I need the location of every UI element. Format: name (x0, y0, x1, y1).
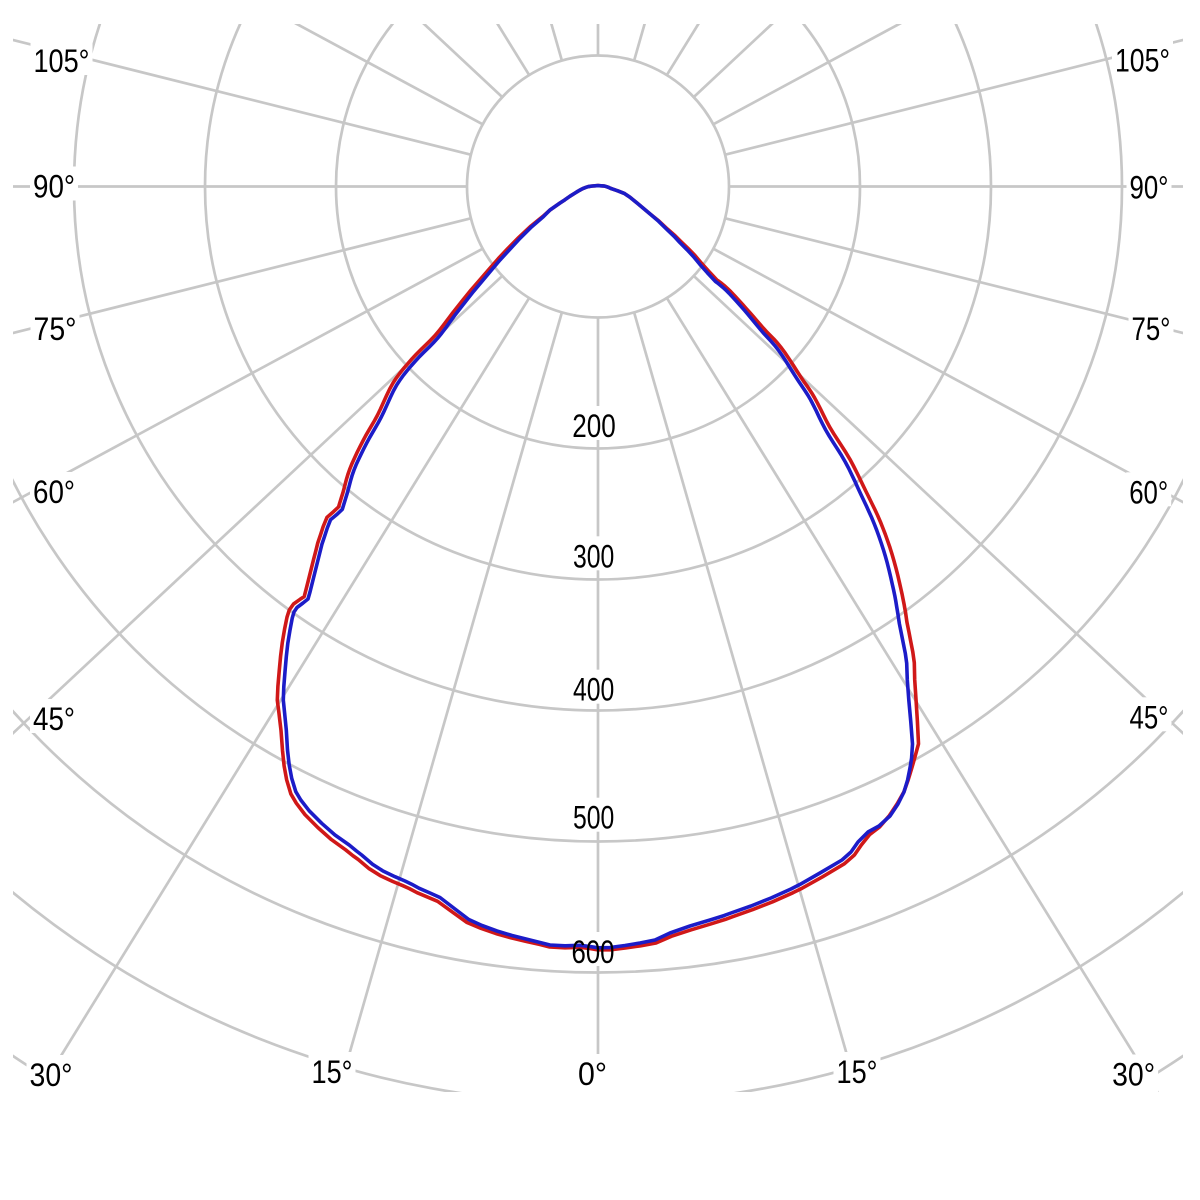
svg-text:45°: 45° (33, 701, 75, 737)
svg-text:105°: 105° (1115, 43, 1170, 79)
svg-text:60°: 60° (33, 474, 75, 510)
svg-text:90°: 90° (1130, 169, 1169, 205)
svg-text:30°: 30° (1112, 1057, 1155, 1093)
svg-text:75°: 75° (34, 311, 77, 347)
svg-text:15°: 15° (312, 1054, 353, 1090)
svg-text:300: 300 (573, 538, 614, 574)
svg-text:500: 500 (573, 800, 614, 836)
svg-text:75°: 75° (1132, 311, 1171, 347)
svg-text:60°: 60° (1129, 474, 1168, 510)
svg-text:400: 400 (573, 672, 614, 708)
svg-text:200: 200 (572, 408, 616, 444)
svg-text:105°: 105° (34, 43, 90, 79)
svg-text:90°: 90° (33, 169, 75, 205)
svg-text:45°: 45° (1130, 699, 1169, 735)
svg-text:15°: 15° (837, 1054, 878, 1090)
svg-text:600: 600 (572, 934, 615, 970)
svg-text:0°: 0° (578, 1056, 607, 1092)
svg-text:30°: 30° (30, 1057, 73, 1093)
